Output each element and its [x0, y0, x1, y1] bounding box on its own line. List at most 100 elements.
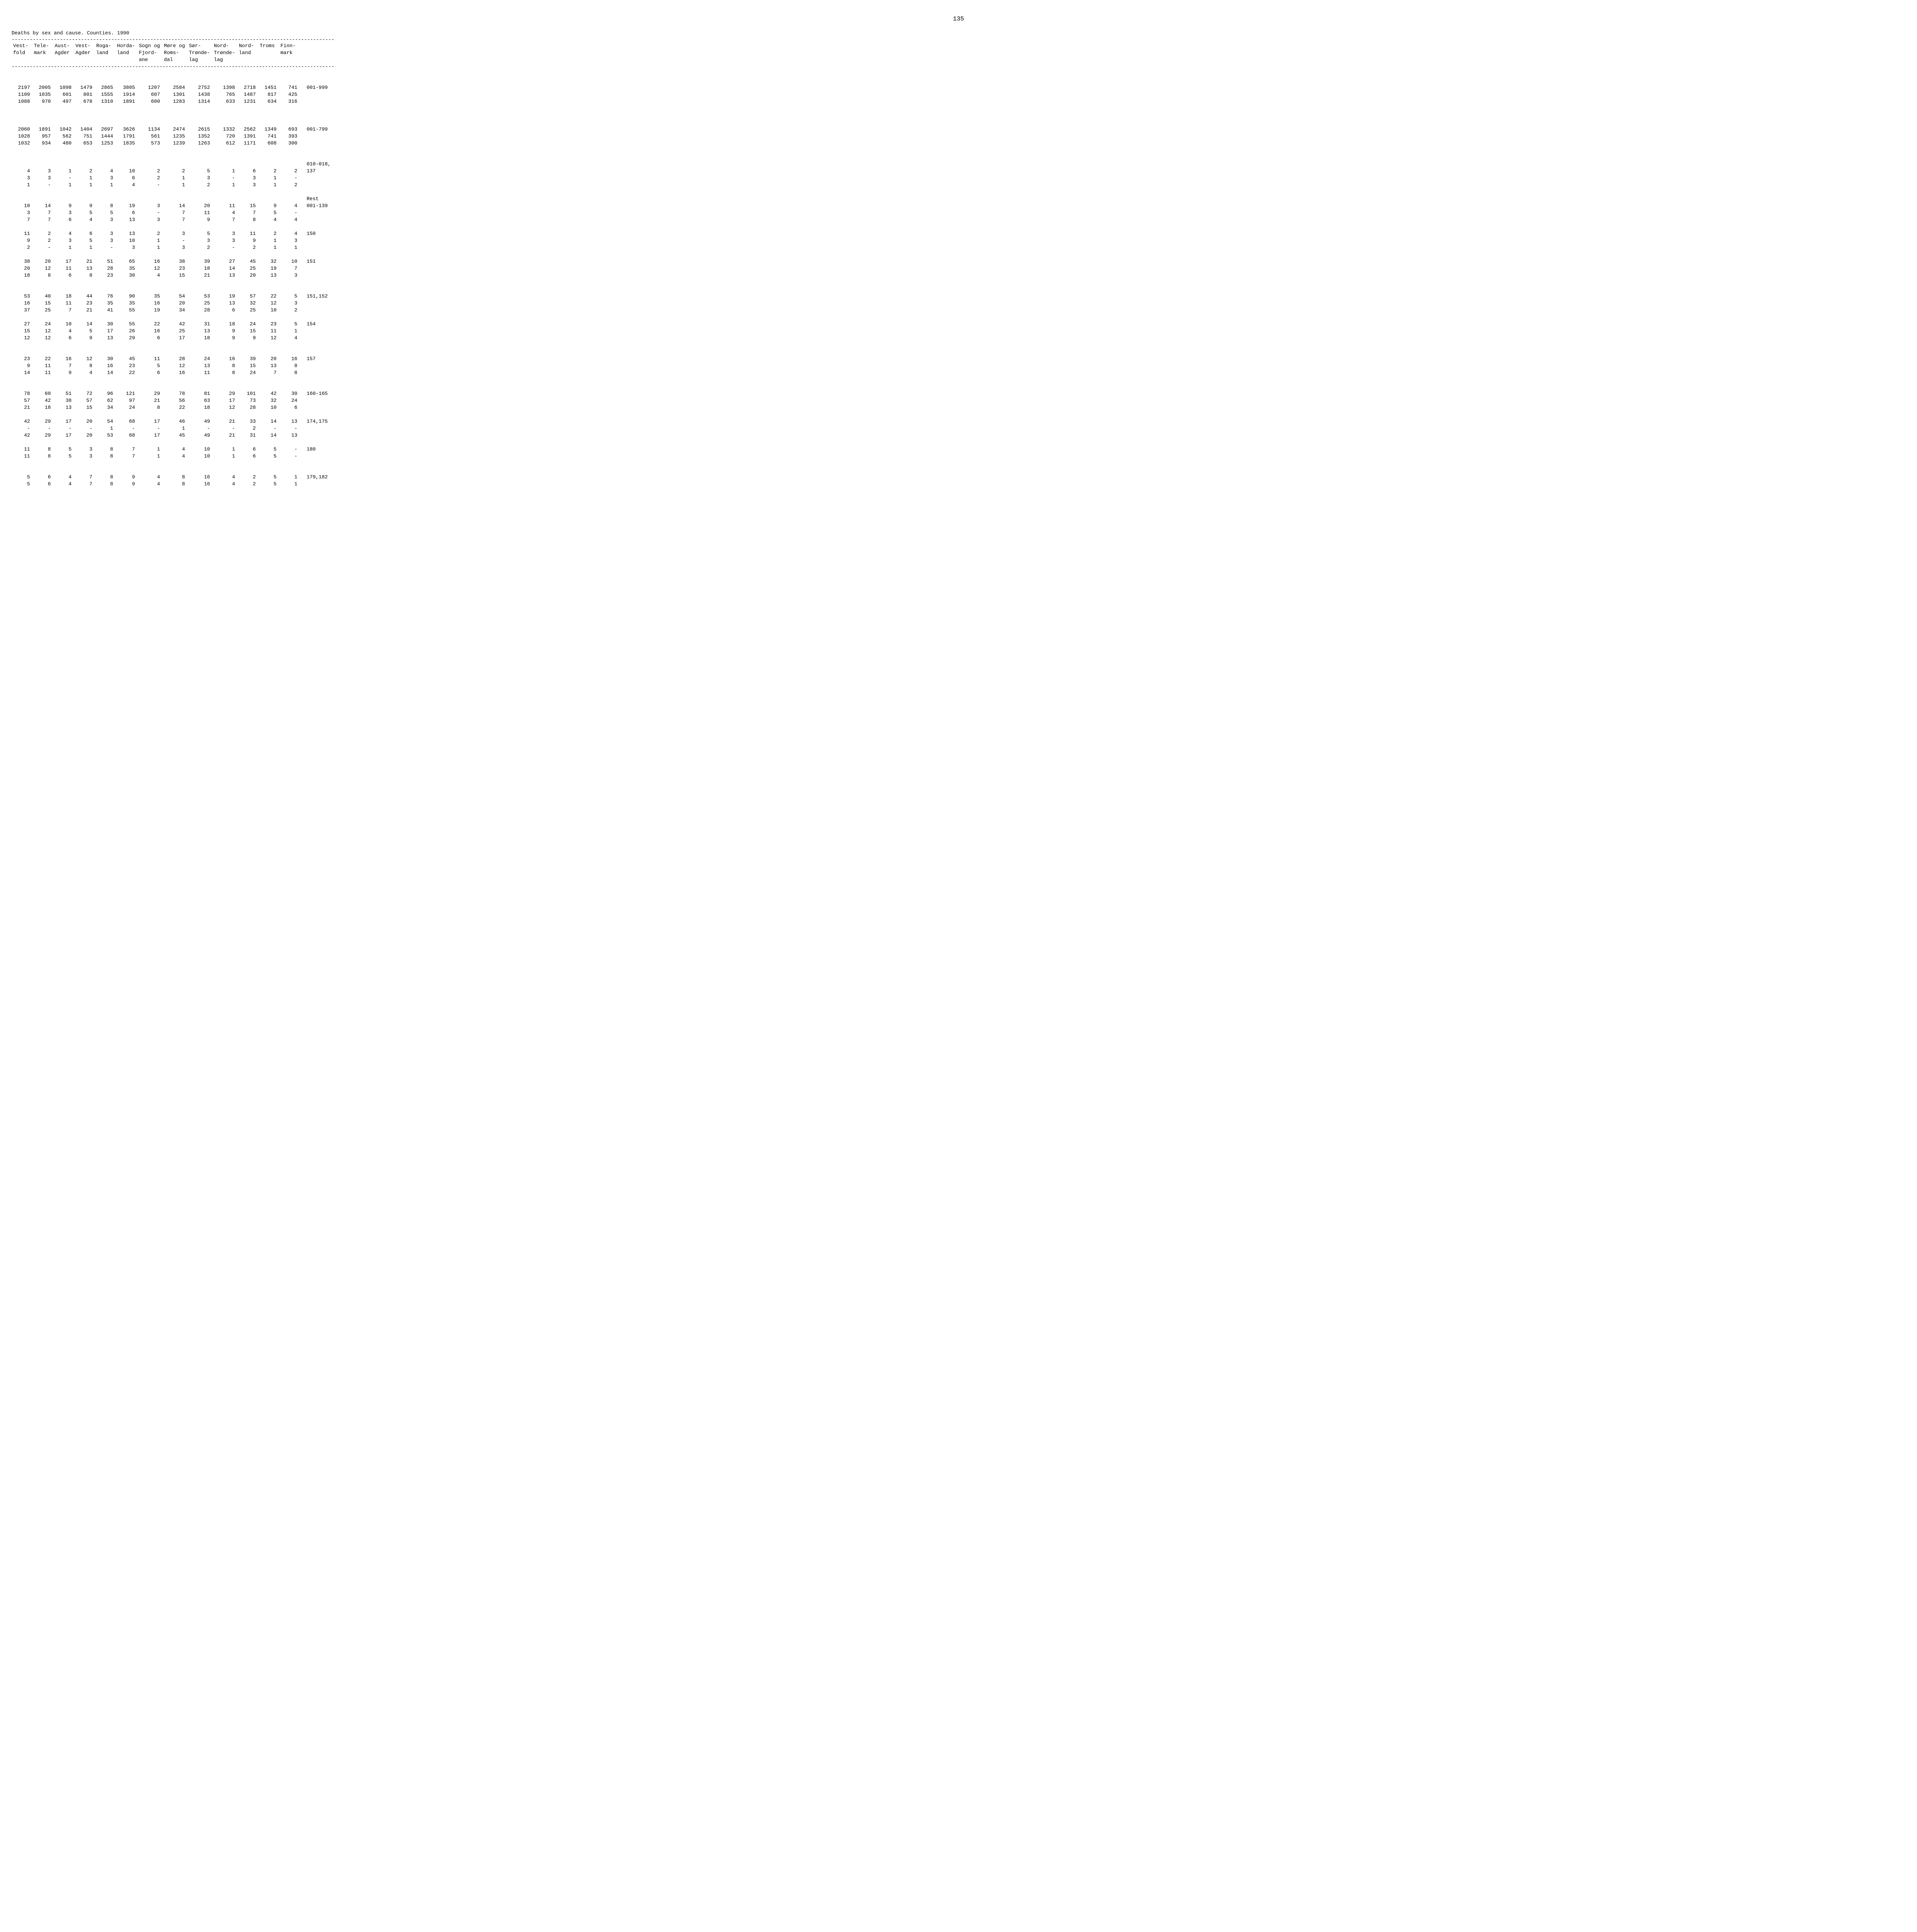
column-header: Vest- Agder	[74, 43, 95, 63]
table-row: 23221612304511282416392016157	[12, 355, 334, 362]
table-cell: 45	[116, 355, 138, 362]
table-cell: 13	[212, 272, 237, 279]
table-cell: 4	[95, 168, 116, 175]
table-cell: 137	[300, 168, 334, 175]
table-cell: 1	[12, 182, 32, 189]
table-cell	[258, 161, 279, 168]
table-row: 92353101-33913	[12, 237, 334, 244]
table-cell: 817	[258, 91, 279, 98]
table-cell: 20	[258, 355, 279, 362]
table-cell: 20	[237, 272, 258, 279]
table-cell: 2	[279, 307, 300, 314]
table-cell	[137, 161, 162, 168]
table-cell: 2	[137, 168, 162, 175]
table-cell: -	[53, 425, 74, 432]
deaths-table: Vest- foldTele- markAust- AgderVest- Agd…	[12, 43, 334, 488]
column-header: Sogn og Fjord- ane	[137, 43, 162, 63]
table-cell: 8	[212, 369, 237, 376]
table-cell: 8	[74, 272, 95, 279]
table-cell: 4	[137, 481, 162, 488]
spacer-row	[12, 376, 334, 383]
table-cell: 751	[74, 133, 95, 140]
table-cell: 20	[74, 418, 95, 425]
table-cell: 16	[187, 474, 213, 481]
table-cell: 53	[12, 293, 32, 300]
table-cell: 001-139	[300, 202, 334, 209]
table-cell: 4	[74, 216, 95, 223]
table-cell: 2	[237, 425, 258, 432]
table-cell: 18	[187, 335, 213, 342]
table-cell: 180	[300, 446, 334, 453]
table-cell: -	[74, 425, 95, 432]
table-row: 57423857629721566317733224	[12, 397, 334, 404]
table-cell: 73	[237, 397, 258, 404]
table-cell: 6	[74, 230, 95, 237]
table-cell: 11	[258, 328, 279, 335]
table-cell: -	[279, 453, 300, 460]
table-cell: 30	[95, 321, 116, 328]
table-cell: 13	[95, 335, 116, 342]
table-cell: 7	[53, 362, 74, 369]
table-cell: 16	[95, 362, 116, 369]
table-cell: 5	[279, 321, 300, 328]
table-cell: 1	[162, 425, 187, 432]
spacer-row	[12, 189, 334, 196]
table-cell: 3	[279, 300, 300, 307]
table-cell: 2865	[95, 84, 116, 91]
table-cell: 425	[279, 91, 300, 98]
table-cell: -	[32, 244, 53, 251]
table-cell: 4	[279, 216, 300, 223]
table-cell: 8	[279, 362, 300, 369]
table-cell: 62	[95, 397, 116, 404]
table-cell: 4	[53, 474, 74, 481]
table-cell: 11	[212, 202, 237, 209]
table-cell	[300, 133, 334, 140]
table-cell: 3	[12, 175, 32, 182]
table-cell: 11	[12, 453, 32, 460]
table-cell: 300	[279, 140, 300, 147]
table-cell: 60	[32, 390, 53, 397]
table-row: 77643133797844	[12, 216, 334, 223]
table-cell: 51	[95, 258, 116, 265]
table-row: 2-11-3132-211	[12, 244, 334, 251]
table-cell: 6	[116, 175, 138, 182]
table-cell: 1	[212, 168, 237, 175]
table-row: ----1--1--2--	[12, 425, 334, 432]
spacer-row	[12, 460, 334, 467]
table-cell: 17	[212, 397, 237, 404]
table-cell: 13	[279, 418, 300, 425]
table-cell	[300, 272, 334, 279]
table-cell: 13	[187, 362, 213, 369]
table-cell: 18	[187, 265, 213, 272]
table-cell: 24	[116, 404, 138, 411]
table-cell: 7	[32, 209, 53, 216]
table-cell: 37	[12, 307, 32, 314]
table-cell: 1207	[137, 84, 162, 91]
table-cell: -	[32, 182, 53, 189]
table-cell: 25	[162, 328, 187, 335]
table-cell: 1451	[258, 84, 279, 91]
table-cell: 23	[162, 265, 187, 272]
table-cell: 46	[162, 418, 187, 425]
table-cell: 970	[32, 98, 53, 105]
table-cell	[137, 196, 162, 202]
table-cell: 42	[12, 432, 32, 439]
table-cell: 1	[212, 453, 237, 460]
table-cell: 2752	[187, 84, 213, 91]
table-cell: 7	[12, 216, 32, 223]
table-cell: 40	[32, 293, 53, 300]
table-cell	[116, 161, 138, 168]
table-cell: 6	[53, 216, 74, 223]
table-cell: 72	[74, 390, 95, 397]
table-cell: 1	[137, 237, 162, 244]
table-cell: -	[279, 209, 300, 216]
table-cell: 15	[237, 328, 258, 335]
table-cell: 4	[279, 335, 300, 342]
table-cell	[300, 432, 334, 439]
table-cell: 5	[258, 446, 279, 453]
table-cell: 601	[53, 91, 74, 98]
table-cell	[32, 196, 53, 202]
spacer-row	[12, 251, 334, 258]
table-row: 11853871410165-180	[12, 446, 334, 453]
table-cell: 16	[137, 328, 162, 335]
